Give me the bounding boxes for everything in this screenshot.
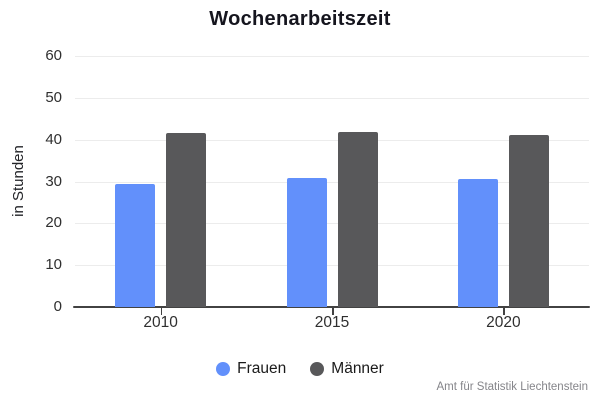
legend: Frauen Männer [0,357,600,381]
x-axis-tick-label: 2015 [314,314,350,331]
bar-männer-2015 [337,131,378,307]
y-axis-tick-label: 20 [45,214,62,232]
y-axis-tick-label: 40 [45,130,62,148]
x-axis-tick-label: 2010 [143,314,178,331]
chart-title: Wochenarbeitszeit [209,8,391,30]
legend-item-männer: Männer [310,360,384,378]
gridline [75,223,589,225]
source-note: Amt für Statistik Liechtenstein [436,381,588,393]
y-axis-tick-label: 0 [53,298,62,315]
bar-männer-2010 [166,133,207,307]
x-axis-tick [332,307,334,315]
bar-frauen-2010 [115,183,156,307]
legend-dot-icon [216,362,231,376]
y-axis-tick-label: 50 [45,88,62,106]
y-axis-tick-label: 60 [45,47,62,64]
gridline [75,56,589,57]
gridline [75,265,589,267]
y-axis-tick-label: 30 [45,172,62,190]
bar-männer-2020 [508,135,549,307]
gridline [75,139,589,141]
bar-frauen-2020 [457,178,498,307]
bar-frauen-2015 [286,177,327,307]
x-axis-line [73,306,590,308]
legend-dot-icon [310,362,325,376]
legend-item-frauen: Frauen [216,360,286,378]
gridline [75,181,589,183]
x-axis-tick-label: 2020 [486,314,521,331]
x-axis-tick [160,307,163,315]
legend-label: Männer [331,360,384,377]
legend-label: Frauen [237,360,287,377]
gridline [75,97,589,99]
y-axis-tick-label: 10 [45,256,62,274]
x-axis-tick [503,307,505,315]
